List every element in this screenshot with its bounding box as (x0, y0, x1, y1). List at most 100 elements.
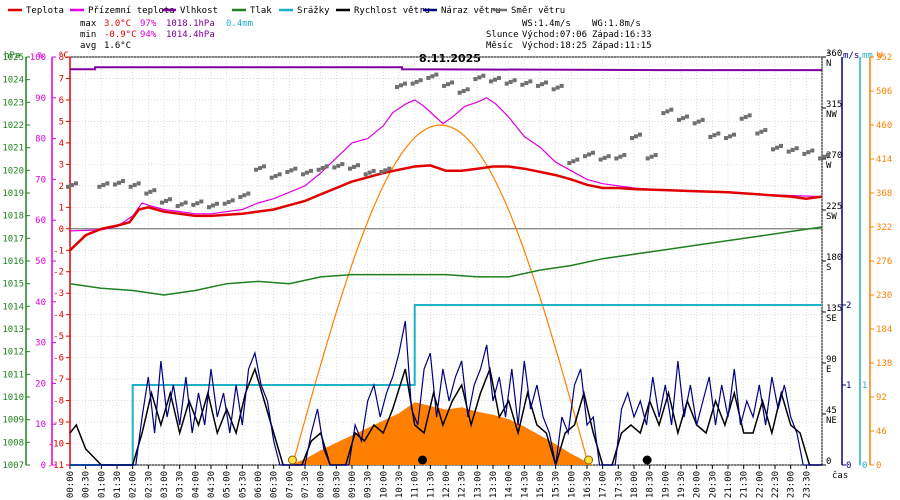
series-wind-direction-point (743, 115, 748, 120)
series-wind-direction-point (320, 166, 325, 171)
series-pressure (69, 226, 823, 296)
series-wind-direction-point (747, 113, 752, 118)
series-wind-direction-point (555, 85, 560, 90)
x-tick-label: 07:30 (301, 471, 311, 498)
x-tick-label: 19:00 (661, 471, 671, 498)
rain-unit: mm (862, 51, 873, 61)
series-wind-direction-point (524, 81, 529, 86)
x-tick-label: 15:00 (536, 471, 546, 498)
series-wind-direction-point (363, 172, 368, 177)
temp-tick-label: 3 (59, 160, 64, 170)
series-wind-direction-point (258, 166, 262, 171)
series-wind-direction-point (128, 184, 133, 189)
x-tick-label: 13:30 (489, 471, 499, 498)
x-tick-label: 03:00 (160, 471, 170, 498)
series-wind-direction-point (426, 75, 431, 80)
stat-avg-label: avg (80, 41, 96, 51)
dir-compass-label: E (826, 365, 831, 375)
press-tick-label: 1020 (2, 166, 24, 176)
x-tick-label: 10:00 (379, 471, 389, 498)
series-wind-direction-point (148, 189, 153, 194)
legend-label-dir: Směr větru (511, 6, 565, 16)
series-wind-direction-point (418, 78, 423, 83)
series-wind-direction-point (826, 153, 830, 158)
press-tick-label: 1023 (2, 98, 24, 108)
series-wind-direction-point (810, 148, 815, 153)
solar-tick-label: 460 (876, 121, 892, 131)
x-tick-label: 02:00 (129, 471, 139, 498)
series-wind-direction-point (379, 170, 384, 175)
series-wind-direction-point (301, 172, 305, 177)
series-wind-direction-point (724, 136, 728, 141)
temp-tick-label: -10 (48, 440, 64, 450)
series-wind-direction-point (575, 157, 580, 162)
dir-compass-label: SW (826, 212, 837, 222)
solar-unit: W (877, 51, 883, 61)
series-wind-direction-point (117, 180, 121, 185)
x-tick-label: 03:30 (176, 471, 186, 498)
dir-tick-label: 270 (826, 151, 842, 161)
press-tick-label: 1008 (2, 438, 24, 448)
series-wind-direction-point (101, 183, 106, 188)
series-wind-direction-point (696, 119, 701, 124)
series-wind-direction-point (121, 179, 125, 184)
series-wind-direction-point (199, 199, 204, 204)
x-tick-label: 18:00 (630, 471, 640, 498)
hum-tick-label: 90 (35, 94, 46, 104)
legend-label-temp: Teplota (26, 6, 64, 16)
series-wind-direction-point (700, 117, 705, 122)
temp-tick-label: -9 (53, 418, 64, 428)
legend-label-feels: Přízemní teplota (88, 6, 175, 16)
series-wind-direction-point (383, 168, 388, 173)
moon-marker-Západ (418, 455, 427, 465)
series-wind-direction-point (399, 83, 403, 88)
series-wind-direction-point (528, 79, 533, 84)
moon-marker-Východ (642, 455, 652, 465)
series-solar-area (289, 402, 594, 465)
series-wind-direction-point (273, 174, 278, 178)
series-wind-direction-point (450, 80, 454, 85)
series-wind-direction-point (410, 81, 415, 86)
press-tick-label: 1012 (2, 348, 24, 358)
x-tick-label: 23:00 (787, 471, 797, 498)
x-tick-label: 17:30 (614, 471, 624, 498)
dir-tick-label: 315 (826, 100, 842, 110)
x-tick-label: 23:30 (802, 471, 812, 498)
series-wind-direction-point (356, 163, 360, 168)
dir-tick-label: 135 (826, 304, 842, 314)
series-wind-direction-point (775, 145, 779, 150)
x-tick-label: 19:30 (677, 471, 687, 498)
series-wind-direction-point (387, 166, 392, 171)
series-wind-direction-point (634, 134, 638, 139)
series-temperature (69, 164, 823, 252)
chart-title: 8.11.2025 (419, 52, 481, 65)
series-wind-direction-point (136, 181, 141, 186)
stat-max-hum: 97% (140, 19, 157, 29)
series-wind-direction-point (661, 111, 666, 116)
series-wind-direction-point (614, 156, 619, 161)
series-wind-direction-point (739, 116, 744, 121)
x-tick-label: 11:00 (411, 471, 421, 498)
legend-label-press: Tlak (250, 6, 272, 16)
hum-tick-label: 30 (35, 339, 46, 349)
x-tick-label: 22:30 (771, 471, 781, 498)
series-ground-temp (69, 97, 823, 232)
press-tick-label: 1014 (2, 302, 24, 312)
press-tick-label: 1024 (2, 76, 24, 86)
series-wind-direction-point (818, 156, 822, 161)
x-tick-label: 01:00 (97, 471, 107, 498)
series-wind-direction-point (113, 182, 117, 187)
x-tick-label: 00:00 (66, 471, 76, 498)
x-tick-label: 12:00 (442, 471, 452, 498)
series-wind-direction-point (269, 175, 274, 180)
series-wind-direction-point (285, 170, 290, 175)
series-wind-direction-point (536, 83, 540, 88)
series-wind-direction-point (340, 162, 345, 167)
sun-moon-block: WS:1.4m/s WG:1.8m/s Slunce Východ:07:06 … (486, 19, 652, 51)
legend-label-gust: Náraz větru (441, 6, 501, 16)
series-wind-direction-point (559, 83, 564, 88)
x-tick-label: 14:30 (520, 471, 530, 498)
series-wind-direction-point (540, 82, 544, 87)
temp-tick-label: 1 (59, 203, 64, 213)
